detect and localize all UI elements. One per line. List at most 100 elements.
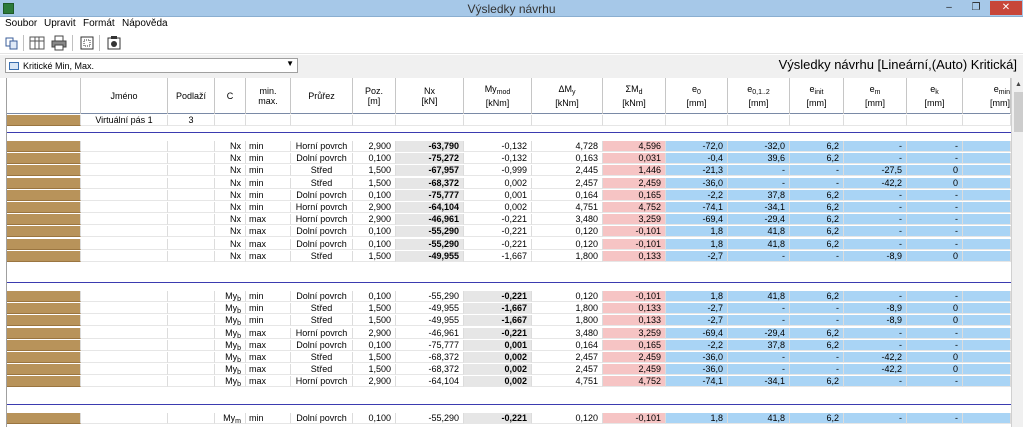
header-smd[interactable]: ΣMd [kNm] [603, 78, 666, 114]
cell-dmy: 0,164 [532, 189, 603, 201]
cell-c-text: My [225, 352, 238, 362]
cell-e012-text: -32,0 [764, 141, 785, 151]
menu-upravit[interactable]: Upravit [44, 18, 76, 29]
scroll-thumb[interactable] [1014, 92, 1023, 132]
table-row[interactable]: Nx max Střed 1,500 -49,955 -1,667 1,800 0,133 -2… [7, 250, 1011, 262]
header-podlazi[interactable]: Podlaží [168, 78, 215, 114]
header-poz[interactable]: Poz. [m] [353, 78, 396, 114]
cell-dmy: 2,457 [532, 352, 603, 363]
cell-jmeno [81, 153, 168, 165]
cell-jmeno [81, 141, 168, 152]
print-icon[interactable] [51, 35, 67, 51]
table-row[interactable]: Myb max Střed 1,500 -68,372 0,002 2,457 2,459 -3… [7, 364, 1011, 376]
cell-e0: -36,0 [666, 352, 728, 363]
menu-napoveda[interactable]: Nápověda [122, 18, 168, 29]
cell-einit: 6,2 [790, 238, 844, 250]
table-row[interactable]: Nx max Dolní povrch 0,100 -55,290 -0,221 0,120… [7, 238, 1011, 250]
cell-nx-text: -55,290 [428, 238, 459, 249]
cell-poz: 1,500 [353, 352, 396, 363]
maximize-button[interactable]: ❐ [971, 2, 981, 13]
table-row[interactable]: Mym min Dolní povrch 0,100 -55,290 -0,221 0,12… [7, 413, 1011, 424]
cell-c: Myb [215, 303, 246, 315]
table-row[interactable]: Myb max Horní povrch 2,900 -64,104 0,002 4,751… [7, 376, 1011, 388]
cell-em: - [844, 141, 907, 152]
cell-c: Nx [215, 141, 246, 152]
table-row[interactable]: Nx max Dolní povrch 0,100 -55,290 -0,221 0,120… [7, 226, 1011, 238]
cell-em: - [844, 226, 907, 238]
table-row[interactable]: Nx min Dolní povrch 0,100 -75,272 -0,132 0,163… [7, 153, 1011, 165]
scroll-up-icon[interactable]: ▲ [1015, 81, 1022, 88]
cell-minmax: min [246, 153, 291, 165]
header-einit[interactable]: einit [mm] [790, 78, 844, 114]
cell-einit-text: - [836, 303, 839, 314]
table-row[interactable]: Myb max Dolní povrch 0,100 -75,777 0,001 0,164… [7, 339, 1011, 351]
cell-em: - [844, 238, 907, 250]
table-row[interactable]: Nx min Střed 1,500 -67,957 -0,999 2,445 1,446 -2… [7, 165, 1011, 177]
header-dmy[interactable]: ΔMy [kNm] [532, 78, 603, 114]
columns-icon[interactable] [29, 35, 45, 51]
cell-e012-text: 39,6 [767, 153, 785, 164]
table-row[interactable]: Myb min Střed 1,500 -49,955 -1,667 1,800 0,133-… [7, 315, 1011, 327]
cell-einit: - [790, 177, 844, 189]
header-nx[interactable]: Nx [kN] [396, 78, 464, 114]
settings-icon[interactable] [79, 35, 95, 51]
cell-emin [963, 226, 1011, 238]
cell-dmy-text: 1,800 [575, 303, 598, 314]
cell-poz-text: 1,500 [368, 352, 391, 362]
cell-mymod: -1,667 [464, 303, 532, 315]
menu-format[interactable]: Formát [83, 18, 115, 29]
cell-prurez: Dolní povrch [291, 226, 353, 238]
cell-prurez-text: Střed [310, 165, 333, 176]
table-row[interactable]: Nx max Horní povrch 2,900 -46,961 -0,221 3,480… [7, 214, 1011, 226]
header-e012[interactable]: e0,1..2 [mm] [728, 78, 790, 114]
table-row[interactable]: Nx min Dolní povrch 0,100 -75,777 0,001 0,164 0… [7, 189, 1011, 201]
header-em[interactable]: em [mm] [844, 78, 907, 114]
cell-e0: -2,7 [666, 315, 728, 327]
cell-mymod-text: -0,221 [501, 226, 527, 237]
cell-smd: 1,446 [603, 165, 666, 177]
header-minmax[interactable]: min. max. [246, 78, 291, 114]
header-prurez[interactable]: Průřez [291, 78, 353, 114]
close-button[interactable]: ✕ [990, 1, 1022, 15]
cell-minmax: max [246, 214, 291, 226]
cell-minmax-text: min [249, 141, 264, 151]
table-row[interactable]: Myb min Dolní povrch 0,100 -55,290 -0,221 0,12… [7, 291, 1011, 302]
cell-dmy: 0,163 [532, 153, 603, 165]
cell-nx: -64,104 [396, 202, 464, 213]
vertical-scrollbar[interactable]: ▲ [1011, 78, 1023, 427]
cell-c: Myb [215, 291, 246, 302]
cell-c: Nx [215, 189, 246, 201]
cell-dmy: 1,800 [532, 315, 603, 327]
copy-icon[interactable] [4, 35, 20, 51]
table-row[interactable]: Myb min Střed 1,500 -49,955 -1,667 1,800 0,133-… [7, 303, 1011, 315]
table-row[interactable]: Virtuální pás 1 3 [7, 115, 1011, 126]
cell-dmy-text: 4,751 [575, 376, 598, 387]
header-e0[interactable]: e0 [mm] [666, 78, 728, 114]
cell-einit: - [790, 315, 844, 327]
header-ek[interactable]: ek [mm] [907, 78, 963, 114]
cell-prurez: Horní povrch [291, 327, 353, 339]
cell-minmax: min [246, 165, 291, 177]
cell-c: Myb [215, 315, 246, 327]
header-mymod[interactable]: Mymod [kNm] [464, 78, 532, 114]
table-row[interactable]: Nx min Střed 1,500 -68,372 0,002 2,457 2,459 -36… [7, 177, 1011, 189]
cell-smd: 0,133 [603, 303, 666, 315]
cell-poz-text: 1,500 [368, 364, 391, 375]
table-row[interactable]: Myb max Horní povrch 2,900 -46,961 -0,221 3,48… [7, 327, 1011, 339]
cell-prurez-text: Horní povrch [295, 214, 348, 225]
header-c[interactable]: C [215, 78, 246, 114]
cell-minmax-text: min [249, 177, 264, 188]
picture-icon[interactable] [106, 35, 122, 51]
minimize-button[interactable]: – [946, 2, 952, 13]
cell-smd-text: -0,101 [635, 413, 661, 423]
filter-select[interactable]: Kritické Min, Max. ▼ [5, 58, 298, 73]
header-jmeno[interactable]: Jméno [81, 78, 168, 114]
table-row[interactable]: Myb max Střed 1,500 -68,372 0,002 2,457 2,459 -3… [7, 352, 1011, 363]
cell-e012: - [728, 315, 790, 327]
header-emin[interactable]: emin [mm] [963, 78, 1011, 114]
cell-dmy-text: 3,480 [575, 327, 598, 338]
menu-soubor[interactable]: Soubor [5, 18, 38, 29]
cell-e012: - [728, 165, 790, 177]
table-row[interactable]: Nx min Horní povrch 2,900 -63,790 -0,132 4,728… [7, 141, 1011, 152]
table-row[interactable]: Nx min Horní povrch 2,900 -64,104 0,002 4,751 4… [7, 202, 1011, 213]
